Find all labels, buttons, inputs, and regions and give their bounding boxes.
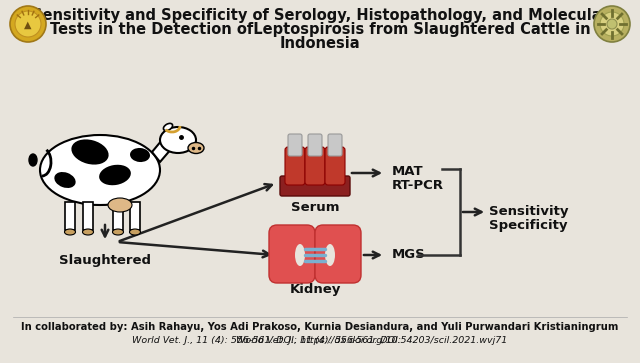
FancyBboxPatch shape	[288, 134, 302, 156]
Ellipse shape	[160, 127, 196, 153]
FancyBboxPatch shape	[269, 225, 315, 283]
Polygon shape	[152, 140, 172, 162]
FancyBboxPatch shape	[308, 134, 322, 156]
Text: Tests in the Detection ofLeptospirosis from Slaughtered Cattle in: Tests in the Detection ofLeptospirosis f…	[50, 22, 590, 37]
FancyBboxPatch shape	[285, 147, 305, 185]
Text: Kidney: Kidney	[289, 283, 340, 296]
Text: World Vet. J., 11 (4): 556-561. DOI: https://dx.doi.org/10.54203/scil.2021.wvj71: World Vet. J., 11 (4): 556-561. DOI: htt…	[132, 336, 508, 345]
Text: Specificity: Specificity	[489, 219, 568, 232]
Ellipse shape	[295, 244, 305, 266]
Ellipse shape	[99, 165, 131, 185]
Circle shape	[607, 19, 617, 29]
Ellipse shape	[40, 135, 160, 205]
Circle shape	[594, 6, 630, 42]
Ellipse shape	[54, 172, 76, 188]
Text: MAT: MAT	[392, 165, 424, 178]
Ellipse shape	[113, 229, 124, 235]
Text: Indonesia: Indonesia	[280, 36, 360, 51]
Text: ▲: ▲	[24, 20, 32, 30]
Text: Serum: Serum	[291, 201, 339, 214]
Text: World Vet. J., 11 (4): 556-561. DOI:: World Vet. J., 11 (4): 556-561. DOI:	[236, 336, 404, 345]
Text: Slaughtered: Slaughtered	[59, 254, 151, 267]
Circle shape	[600, 12, 624, 36]
Text: Sensitivity and Specificity of Serology, Histopathology, and Molecular: Sensitivity and Specificity of Serology,…	[31, 8, 609, 23]
Ellipse shape	[108, 198, 132, 212]
Bar	[65, 202, 75, 230]
Ellipse shape	[29, 154, 37, 166]
Ellipse shape	[163, 123, 173, 131]
FancyBboxPatch shape	[280, 176, 350, 196]
Text: In collaborated by: Asih Rahayu, Yos Adi Prakoso, Kurnia Desiandura, and Yuli Pu: In collaborated by: Asih Rahayu, Yos Adi…	[21, 322, 619, 332]
Ellipse shape	[130, 148, 150, 162]
FancyBboxPatch shape	[328, 134, 342, 156]
Ellipse shape	[83, 229, 93, 235]
Circle shape	[15, 11, 41, 37]
FancyBboxPatch shape	[315, 225, 361, 283]
Bar	[83, 202, 93, 230]
Ellipse shape	[188, 143, 204, 154]
Ellipse shape	[325, 244, 335, 266]
Circle shape	[10, 6, 46, 42]
Bar	[113, 202, 123, 230]
Text: MGS: MGS	[392, 248, 426, 261]
Bar	[130, 202, 140, 230]
Ellipse shape	[129, 229, 141, 235]
FancyBboxPatch shape	[325, 147, 345, 185]
Ellipse shape	[65, 229, 76, 235]
Ellipse shape	[72, 139, 109, 164]
Text: Sensitivity: Sensitivity	[489, 205, 568, 218]
Text: RT-PCR: RT-PCR	[392, 179, 444, 192]
FancyBboxPatch shape	[305, 147, 325, 185]
